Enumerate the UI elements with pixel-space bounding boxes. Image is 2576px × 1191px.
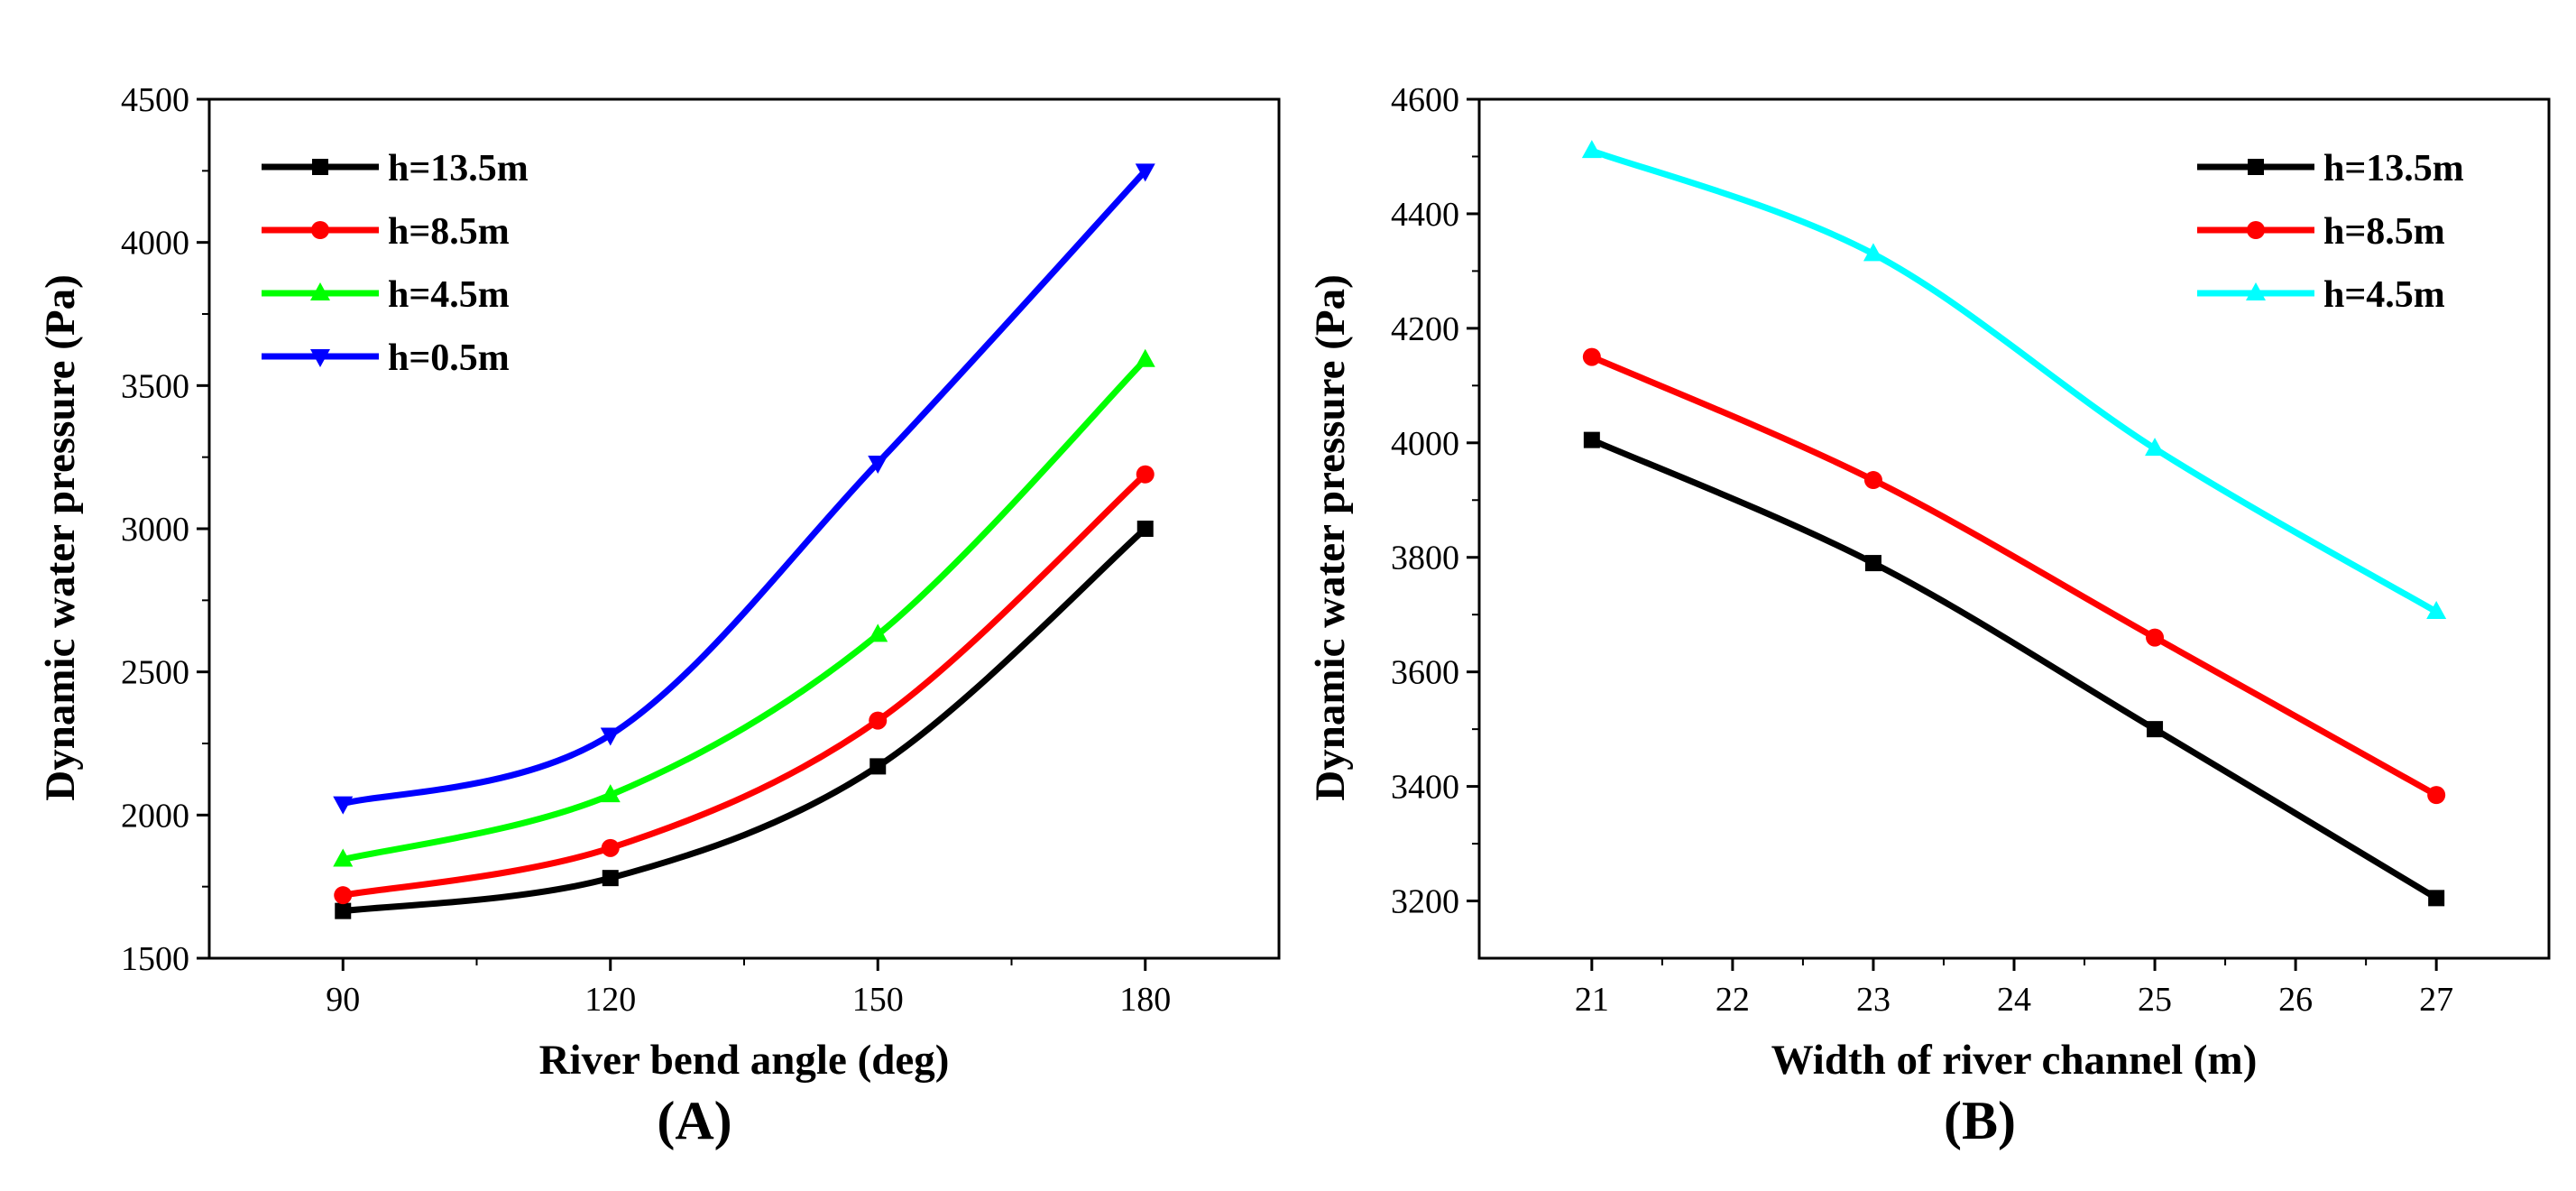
data-point	[333, 848, 354, 867]
panel-a-line-chart: 1500 2000 2500 3000 3500 4000 4500 90 120 150 180 R…	[37, 81, 1281, 1150]
x-tick-label: 120	[584, 981, 636, 1019]
series-line	[1588, 354, 2440, 799]
series-line	[1588, 437, 2440, 901]
series-line	[339, 167, 1149, 808]
y-tick-label: 3600	[1391, 654, 1459, 692]
data-point	[1583, 431, 1600, 448]
y-tick-label: 3000	[121, 511, 189, 549]
y-tick-label: 4400	[1391, 196, 1459, 234]
data-point	[869, 711, 888, 730]
panel-label: (B)	[1944, 1091, 2016, 1150]
data-point	[2146, 628, 2165, 647]
data-point	[1863, 243, 1883, 262]
y-tick-label: 3800	[1391, 540, 1459, 577]
legend-label: h=4.5m	[2323, 274, 2445, 316]
data-point	[1136, 465, 1155, 484]
data-point	[2147, 721, 2164, 738]
data-point	[868, 623, 888, 642]
legend-label: h=8.5m	[2323, 211, 2445, 253]
legend-label: h=8.5m	[388, 211, 510, 253]
data-point	[2428, 890, 2445, 907]
data-point	[2426, 601, 2447, 620]
legend-marker	[312, 159, 328, 175]
data-point	[1136, 521, 1154, 537]
x-tick-label: 23	[1856, 981, 1891, 1019]
data-point	[601, 838, 620, 857]
y-tick-label: 3200	[1391, 883, 1459, 921]
x-tick-label: 26	[2278, 981, 2313, 1019]
legend-label: h=13.5m	[2323, 148, 2464, 189]
y-tick-label: 4600	[1391, 81, 1459, 119]
x-tick-label: 180	[1119, 981, 1171, 1019]
data-point	[868, 456, 888, 475]
y-tick-label: 4200	[1391, 310, 1459, 348]
data-point	[1582, 347, 1601, 366]
legend-label: h=4.5m	[388, 274, 510, 316]
y-axis-title: Dynamic water pressure (Pa)	[1307, 274, 1354, 800]
x-tick-label: 24	[1997, 981, 2031, 1019]
y-tick-label: 1500	[121, 940, 189, 978]
y-axis-title: Dynamic water pressure (Pa)	[37, 274, 84, 800]
series-line	[339, 471, 1149, 899]
y-tick-label: 3400	[1391, 769, 1459, 807]
data-point	[600, 727, 621, 746]
x-tick-label: 22	[1716, 981, 1750, 1019]
legend-marker	[311, 221, 329, 239]
series-line	[1588, 147, 2440, 615]
data-point	[335, 902, 352, 919]
y-tick-label: 4500	[121, 81, 189, 119]
data-point	[1863, 471, 1882, 490]
panel-b-line-chart: 3200 3400 3600 3800 4000 4200 4400 4600 21 22 23 24…	[1307, 81, 2551, 1150]
legend-marker	[310, 282, 330, 300]
data-point	[1864, 555, 1881, 572]
data-point	[334, 886, 353, 905]
data-point	[2427, 786, 2446, 805]
x-tick-label: 21	[1575, 981, 1609, 1019]
data-point	[1135, 348, 1155, 367]
y-tick-label: 2000	[121, 797, 189, 835]
y-tick-label: 4000	[121, 225, 189, 263]
series-line	[339, 525, 1149, 915]
x-axis-title: River bend angle (deg)	[539, 1037, 950, 1084]
x-tick-label: 27	[2419, 981, 2453, 1019]
panel-label: (A)	[657, 1091, 731, 1150]
data-point	[1135, 163, 1155, 182]
y-tick-label: 3500	[121, 367, 189, 405]
legend-label: h=13.5m	[388, 148, 529, 189]
data-point	[602, 870, 619, 887]
y-tick-label: 2500	[121, 654, 189, 692]
legend-marker	[310, 349, 330, 367]
legend-marker	[2248, 159, 2264, 175]
x-axis-title: Width of river channel (m)	[1771, 1037, 2258, 1084]
legend-marker	[2246, 282, 2266, 300]
data-point	[2145, 438, 2166, 457]
data-point	[1581, 140, 1602, 159]
data-point	[600, 784, 621, 803]
x-tick-label: 150	[852, 981, 904, 1019]
legend-label: h=0.5m	[388, 337, 510, 379]
x-tick-label: 25	[2138, 981, 2172, 1019]
y-tick-label: 4000	[1391, 425, 1459, 463]
x-tick-label: 90	[326, 981, 360, 1019]
data-point	[869, 758, 887, 775]
data-point	[333, 796, 354, 815]
legend-marker	[2247, 221, 2265, 239]
series-line	[339, 356, 1149, 863]
